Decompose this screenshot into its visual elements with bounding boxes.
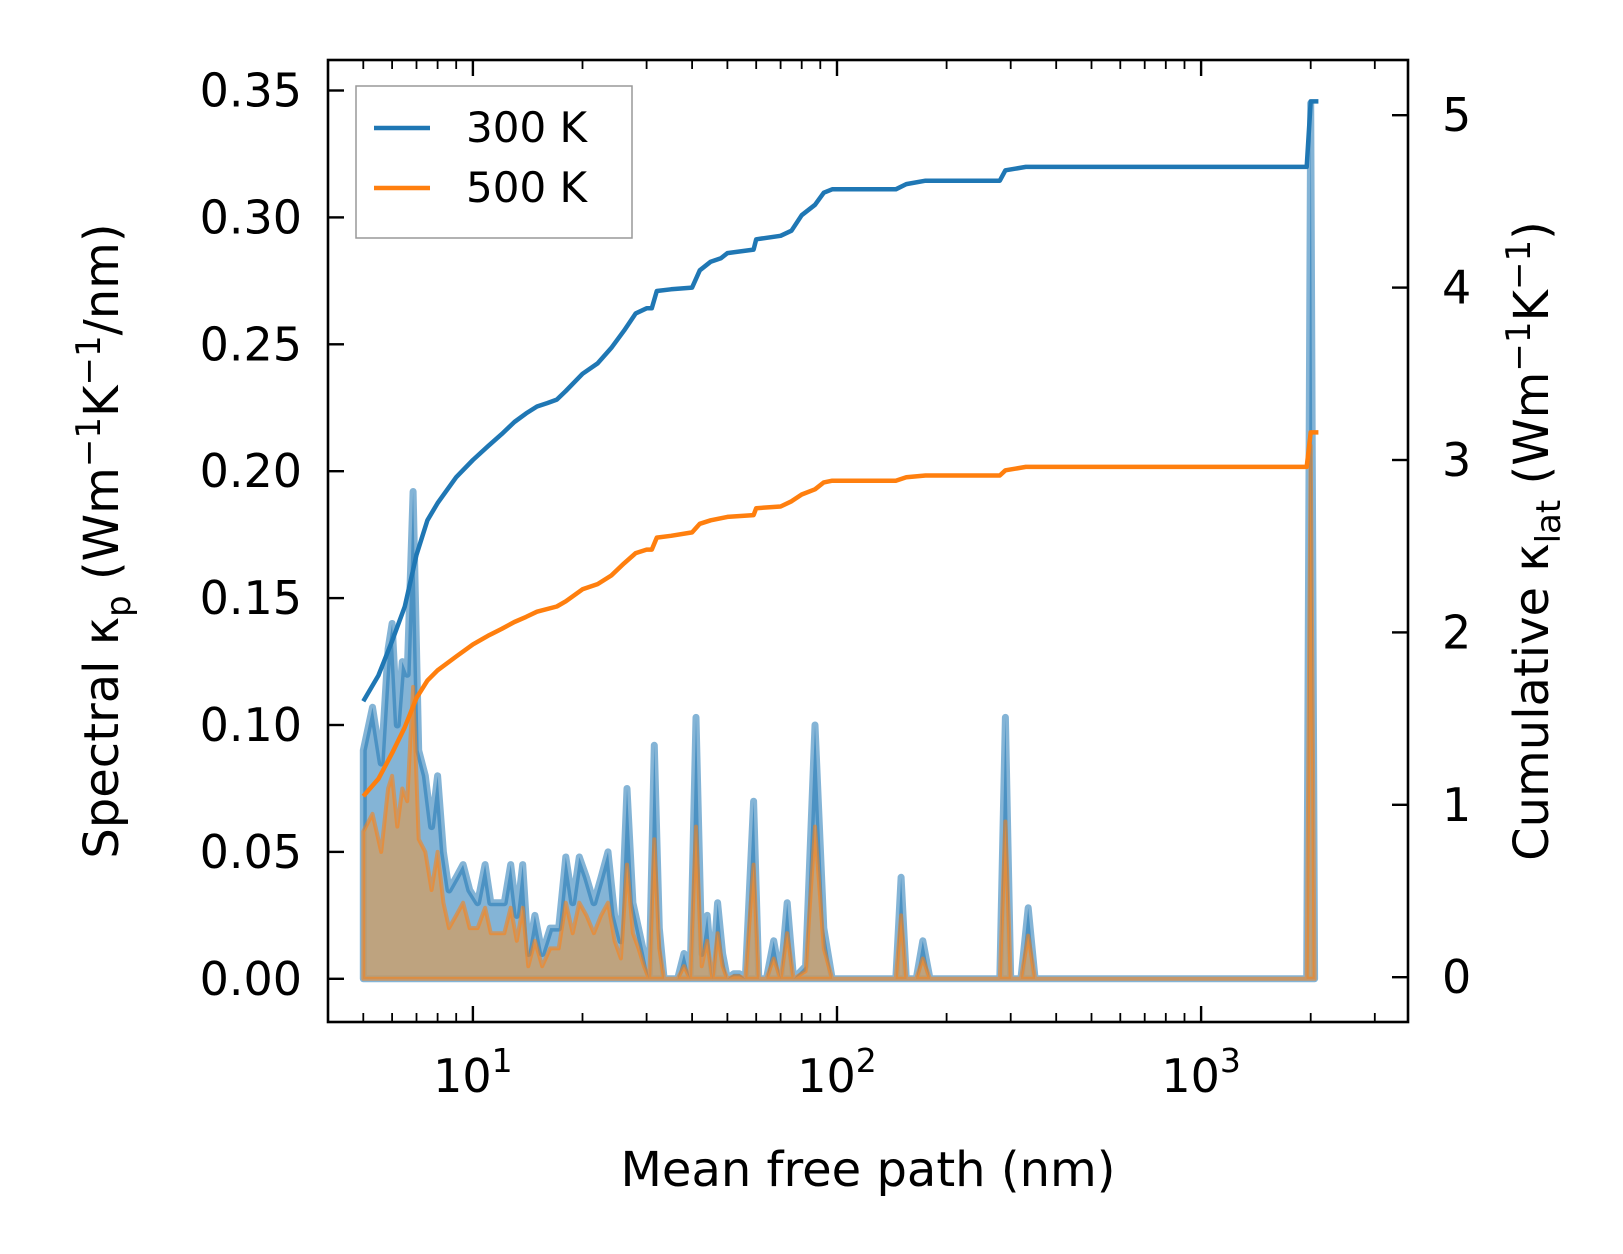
y-left-tick-label: 0.15 <box>200 571 302 625</box>
y-left-tick-label: 0.35 <box>200 64 302 118</box>
y-right-label-k: K <box>1504 288 1560 321</box>
y-left-axis-ticks: 0.00 0.05 0.10 0.15 0.20 0.25 0.30 0.35 <box>200 64 344 1006</box>
x-axis-label: Mean free path (nm) <box>621 1142 1116 1198</box>
spectral-area-500k <box>361 443 1317 981</box>
y-left-label-k: K <box>74 384 130 417</box>
x-axis-ticks: 101 102 103 <box>327 60 1376 1103</box>
x-tick-label: 101 <box>433 1041 513 1103</box>
y-right-tick-label: 1 <box>1442 778 1471 832</box>
cumulative-line-300k <box>361 99 1319 703</box>
y-right-label-unit-close: ) <box>1504 221 1560 240</box>
x-tick-label-exponent: 2 <box>856 1041 877 1080</box>
x-tick-label-exponent: 1 <box>492 1041 513 1080</box>
y-right-label-main: Cumulative κ <box>1504 543 1560 861</box>
y-right-tick-label: 2 <box>1442 605 1471 659</box>
y-left-label-sup1: −1 <box>69 417 109 467</box>
legend-label-300k: 300 K <box>466 103 589 152</box>
y-right-tick-label: 5 <box>1442 88 1471 142</box>
series-layer <box>359 99 1319 983</box>
y-left-label-unit-open: (Wm <box>74 467 130 595</box>
legend-box <box>355 85 633 239</box>
y-left-tick-label: 0.10 <box>200 698 302 752</box>
y-left-label-main: Spectral κ <box>74 617 130 859</box>
y-right-label-sup2: −1 <box>1499 240 1539 290</box>
y-right-tick-label: 0 <box>1442 950 1471 1004</box>
x-tick-label: 103 <box>1161 1041 1241 1103</box>
y-right-label-unit-open: (Wm <box>1504 372 1560 500</box>
y-left-tick-label: 0.00 <box>200 952 302 1006</box>
x-tick-label-exponent: 3 <box>1220 1041 1241 1080</box>
y-right-tick-label: 3 <box>1442 433 1471 487</box>
x-tick-label-base: 10 <box>1161 1049 1220 1103</box>
legend-label-500k: 500 K <box>466 163 589 212</box>
y-right-label-sub: lat <box>1529 500 1569 544</box>
x-tick-label-base: 10 <box>797 1049 856 1103</box>
y-left-axis-label: Spectral κp (Wm−1K−1/nm) <box>69 223 139 858</box>
cumulative-line-500k <box>361 430 1319 798</box>
y-left-tick-label: 0.30 <box>200 190 302 244</box>
y-right-label-sup1: −1 <box>1499 321 1539 371</box>
y-left-tick-label: 0.05 <box>200 825 302 879</box>
x-tick-label-base: 10 <box>433 1049 492 1103</box>
x-tick-label: 102 <box>797 1041 877 1103</box>
y-right-axis-ticks: 0 1 2 3 4 5 <box>1392 88 1471 1004</box>
legend: 300 K 500 K <box>355 85 633 239</box>
y-left-label-unit-close: /nm) <box>74 223 130 335</box>
y-left-tick-label: 0.25 <box>200 317 302 371</box>
y-right-tick-label: 4 <box>1442 261 1471 315</box>
plot-frame <box>326 58 1410 1024</box>
y-right-axis-label: Cumulative κlat (Wm−1K−1) <box>1499 221 1569 861</box>
y-left-label-sub: p <box>99 595 139 617</box>
y-left-label-sup2: −1 <box>69 335 109 385</box>
y-left-tick-label: 0.20 <box>200 444 302 498</box>
